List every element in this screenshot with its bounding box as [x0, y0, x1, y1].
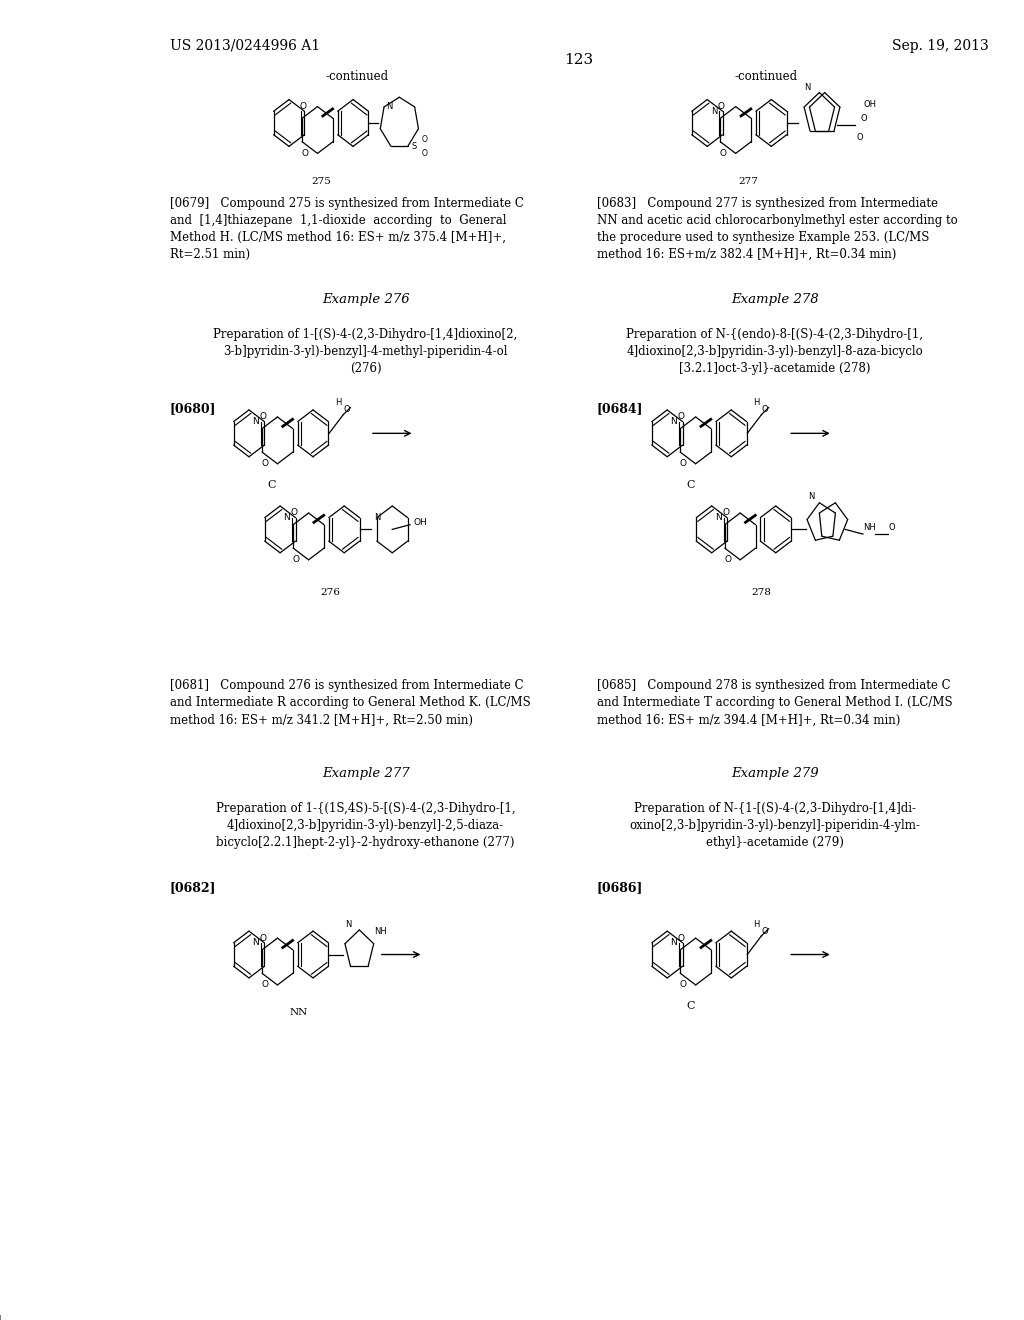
Text: Preparation of 1-{(1S,4S)-5-[(S)-4-(2,3-Dihydro-[1,
4]dioxino[2,3-b]pyridin-3-yl: Preparation of 1-{(1S,4S)-5-[(S)-4-(2,3-… — [216, 803, 515, 849]
Text: OH: OH — [864, 100, 877, 108]
Text: O: O — [678, 933, 685, 942]
Text: C: C — [268, 480, 276, 490]
Text: [0682]: [0682] — [170, 880, 216, 894]
Text: O: O — [718, 102, 725, 111]
Text: O: O — [722, 508, 729, 517]
Text: O: O — [762, 927, 768, 936]
Text: Example 278: Example 278 — [731, 293, 818, 306]
Text: Preparation of N-{(endo)-8-[(S)-4-(2,3-Dihydro-[1,
4]dioxino[2,3-b]pyridin-3-yl): Preparation of N-{(endo)-8-[(S)-4-(2,3-D… — [627, 327, 924, 375]
Text: N: N — [671, 939, 677, 948]
Text: O: O — [857, 132, 863, 141]
Text: [0679]   Compound 275 is synthesized from Intermediate C
and  [1,4]thiazepane  1: [0679] Compound 275 is synthesized from … — [170, 197, 523, 261]
Text: S: S — [412, 141, 417, 150]
Text: N: N — [711, 107, 717, 116]
Text: Preparation of N-{1-[(S)-4-(2,3-Dihydro-[1,4]di-
oxino[2,3-b]pyridin-3-yl)-benzy: Preparation of N-{1-[(S)-4-(2,3-Dihydro-… — [630, 803, 921, 849]
Text: O: O — [260, 412, 266, 421]
Text: N: N — [345, 920, 352, 928]
Text: -continued: -continued — [734, 70, 798, 83]
Text: O: O — [260, 933, 266, 942]
Text: Example 279: Example 279 — [731, 767, 818, 780]
Text: H: H — [335, 399, 341, 408]
Text: H: H — [753, 920, 760, 928]
Text: N: N — [386, 103, 392, 111]
Text: Sep. 19, 2013: Sep. 19, 2013 — [892, 38, 988, 53]
Text: O: O — [293, 556, 300, 565]
Text: OH: OH — [414, 517, 427, 527]
Text: [0680]: [0680] — [170, 401, 216, 414]
Text: Preparation of 1-[(S)-4-(2,3-Dihydro-[1,4]dioxino[2,
3-b]pyridin-3-yl)-benzyl]-4: Preparation of 1-[(S)-4-(2,3-Dihydro-[1,… — [213, 327, 518, 375]
Text: [0683]   Compound 277 is synthesized from Intermediate
NN and acetic acid chloro: [0683] Compound 277 is synthesized from … — [597, 197, 957, 261]
Text: 275: 275 — [311, 177, 331, 186]
Text: Example 276: Example 276 — [322, 293, 410, 306]
Text: O: O — [261, 981, 268, 990]
Text: N: N — [804, 83, 810, 92]
Text: O: O — [680, 459, 687, 469]
Text: C: C — [686, 480, 694, 490]
Text: O: O — [422, 135, 428, 144]
Text: O: O — [720, 149, 727, 158]
Text: O: O — [860, 114, 867, 123]
Text: N: N — [284, 513, 290, 523]
Text: NH: NH — [863, 523, 876, 532]
Text: N: N — [808, 492, 814, 502]
Text: 123: 123 — [564, 53, 594, 67]
Text: O: O — [261, 459, 268, 469]
Text: O: O — [301, 149, 308, 158]
Text: N: N — [671, 417, 677, 426]
Text: O: O — [343, 405, 350, 414]
Text: NN: NN — [290, 1008, 308, 1018]
Text: O: O — [300, 102, 307, 111]
Text: NH: NH — [375, 927, 387, 936]
Text: -continued: -continued — [325, 70, 388, 83]
Text: 276: 276 — [321, 587, 340, 597]
Text: 278: 278 — [752, 587, 771, 597]
Text: O: O — [680, 981, 687, 990]
Text: O: O — [422, 149, 428, 157]
Text: O: O — [291, 508, 298, 517]
Text: H: H — [753, 399, 760, 408]
Text: N: N — [374, 513, 380, 523]
Text: [0681]   Compound 276 is synthesized from Intermediate C
and Intermediate R acco: [0681] Compound 276 is synthesized from … — [170, 680, 530, 726]
Text: N: N — [715, 513, 722, 523]
Text: O: O — [762, 405, 768, 414]
Text: [0685]   Compound 278 is synthesized from Intermediate C
and Intermediate T acco: [0685] Compound 278 is synthesized from … — [597, 680, 952, 726]
Text: O: O — [724, 556, 731, 565]
Text: Example 277: Example 277 — [322, 767, 410, 780]
Text: US 2013/0244996 A1: US 2013/0244996 A1 — [170, 38, 319, 53]
Text: 277: 277 — [738, 177, 758, 186]
Text: O: O — [888, 523, 895, 532]
Text: N: N — [252, 417, 259, 426]
Text: N: N — [252, 939, 259, 948]
Text: [0686]: [0686] — [597, 880, 643, 894]
Text: O: O — [678, 412, 685, 421]
Text: C: C — [686, 1002, 694, 1011]
Text: [0684]: [0684] — [597, 401, 643, 414]
